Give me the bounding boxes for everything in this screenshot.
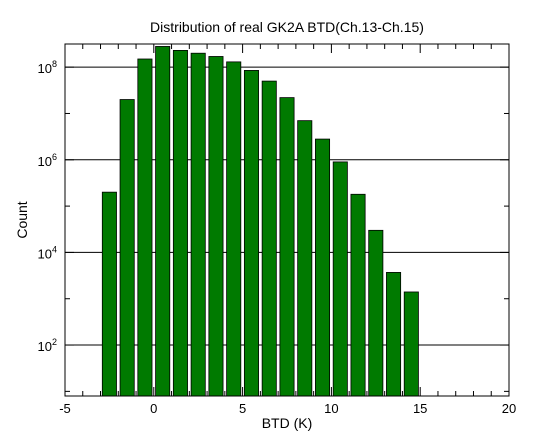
y-tick-label: 106: [38, 152, 57, 169]
bar: [368, 229, 384, 397]
x-tick-label: 10: [324, 401, 338, 416]
y-tick-label: 102: [38, 337, 57, 354]
bar: [350, 193, 366, 397]
bar: [332, 161, 348, 397]
x-tick-label: -5: [59, 401, 71, 416]
bar: [119, 99, 135, 397]
bar: [137, 58, 153, 397]
x-axis-ticks: -5 0 5 10 15 20: [59, 44, 516, 416]
x-tick-label: 20: [502, 401, 516, 416]
x-axis-label: BTD (K): [262, 415, 313, 431]
bar: [226, 61, 242, 397]
y-axis-ticks: 102 104 106 108: [38, 59, 509, 392]
bar: [172, 50, 188, 397]
y-tick-label: 108: [38, 59, 57, 76]
x-tick-label: 0: [150, 401, 157, 416]
bar: [279, 97, 295, 397]
bar: [243, 70, 259, 397]
bar: [261, 80, 277, 397]
chart-title: Distribution of real GK2A BTD(Ch.13-Ch.1…: [150, 19, 424, 35]
bar: [208, 56, 224, 397]
y-axis-label: Count: [14, 201, 30, 238]
bar: [190, 52, 206, 397]
x-tick-label: 5: [239, 401, 246, 416]
bar: [155, 46, 171, 397]
x-tick-label: 15: [413, 401, 427, 416]
bar: [101, 191, 117, 397]
y-tick-label: 104: [38, 244, 57, 261]
bar: [315, 138, 331, 397]
bar: [297, 120, 313, 397]
bars: [101, 46, 419, 397]
bar: [403, 291, 419, 397]
plot-frame: [64, 43, 510, 397]
bar: [386, 272, 402, 397]
